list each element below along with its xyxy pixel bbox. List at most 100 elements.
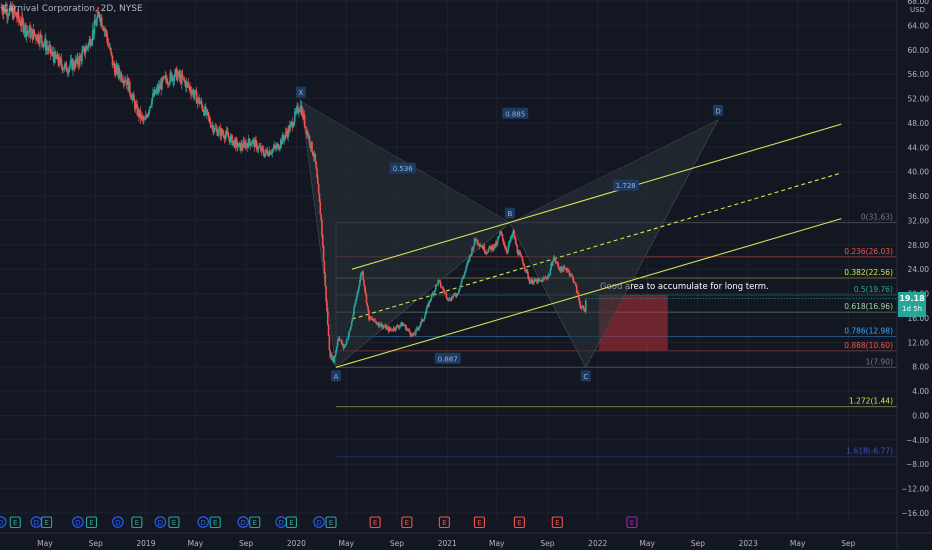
- candle-body: [480, 245, 482, 247]
- x-tick-label: May: [188, 539, 204, 548]
- candle-body: [260, 146, 262, 152]
- candle-body: [401, 323, 404, 327]
- candle-body: [119, 73, 122, 79]
- x-tick-label: May: [790, 539, 806, 548]
- candle-body: [337, 337, 340, 342]
- candle-body: [253, 139, 256, 148]
- candle-body: [496, 239, 499, 245]
- candle-body: [107, 43, 110, 45]
- dividend-marker: [112, 516, 124, 528]
- candle-body: [256, 149, 259, 150]
- candle-body: [161, 78, 163, 90]
- candle-body: [478, 244, 481, 247]
- candle-body: [483, 245, 486, 252]
- candle-body: [303, 114, 305, 119]
- x-tick-label: May: [37, 539, 53, 548]
- candle-body: [355, 296, 358, 301]
- y-tick-label: −12.00: [901, 485, 929, 494]
- candle-body: [477, 243, 480, 245]
- x-tick-label: 2020: [287, 539, 306, 548]
- candle-body: [65, 63, 68, 72]
- candle-body: [40, 35, 43, 42]
- candle-body: [385, 325, 388, 330]
- candle-body: [26, 31, 29, 33]
- earnings-marker: [249, 516, 261, 529]
- candle-body: [63, 64, 66, 69]
- candle-body: [465, 266, 468, 271]
- candle-body: [434, 290, 436, 292]
- candle-body: [322, 245, 325, 262]
- candle-body: [133, 94, 135, 101]
- candle-body: [217, 133, 219, 136]
- candle-body: [455, 295, 458, 297]
- y-tick-label: 12.00: [908, 338, 930, 347]
- x-tick-label: 2021: [438, 539, 457, 548]
- candle-body: [497, 237, 500, 240]
- x-tick-label: Sep: [841, 539, 855, 548]
- candle-body: [342, 344, 345, 349]
- candle-body: [77, 64, 80, 66]
- candle-body: [260, 147, 263, 152]
- candle-body: [59, 57, 62, 60]
- candle-body: [202, 109, 205, 112]
- candle-body: [472, 245, 475, 250]
- candle-body: [545, 277, 547, 279]
- candle-body: [53, 56, 55, 63]
- candle-body: [259, 146, 261, 148]
- candle-body: [195, 91, 198, 104]
- candle-body: [326, 300, 328, 311]
- candle-body: [414, 333, 416, 335]
- candle-body: [564, 268, 566, 269]
- candle-body: [251, 143, 253, 145]
- candle-body: [25, 24, 27, 37]
- candle-body: [378, 322, 380, 326]
- candle-body: [374, 321, 377, 322]
- candle-body: [436, 284, 439, 286]
- candle-body: [439, 282, 442, 287]
- candle-body: [577, 292, 580, 298]
- candle-body: [499, 231, 501, 236]
- candle-body: [219, 127, 222, 137]
- candle-body: [270, 153, 272, 155]
- candle-body: [130, 96, 133, 100]
- candle-body: [415, 328, 418, 330]
- fib-level-label: 1(7.90): [866, 357, 893, 366]
- candle-body: [150, 104, 153, 107]
- candle-body: [82, 48, 84, 52]
- candle-body: [406, 329, 409, 330]
- candle-body: [176, 74, 179, 81]
- candle-body: [149, 106, 152, 108]
- candle-body: [444, 292, 447, 294]
- candle-body: [174, 69, 176, 77]
- candle-body: [536, 279, 538, 284]
- candle-body: [510, 236, 513, 238]
- candle-body: [350, 326, 352, 330]
- candle-body: [118, 67, 120, 75]
- candle-body: [472, 247, 474, 250]
- candle-body: [390, 329, 393, 331]
- y-tick-label: 0.00: [912, 411, 929, 420]
- candle-body: [7, 15, 10, 16]
- candle-body: [424, 314, 426, 319]
- candle-body: [54, 51, 57, 57]
- y-tick-label: 4.00: [912, 387, 929, 396]
- candle-body: [500, 231, 502, 233]
- candle-body: [182, 78, 185, 79]
- candle-body: [500, 232, 503, 235]
- candle-body: [293, 121, 295, 126]
- candle-body: [198, 97, 200, 104]
- candle-body: [317, 177, 319, 185]
- candle-body: [70, 59, 73, 61]
- candle-body: [126, 78, 129, 85]
- candle-body: [486, 252, 489, 253]
- candle-body: [224, 134, 227, 140]
- y-tick-label: 36.00: [908, 192, 930, 201]
- candle-body: [39, 34, 41, 44]
- candle-body: [373, 318, 375, 321]
- candle-body: [360, 272, 363, 275]
- candle-body: [7, 15, 9, 17]
- candle-body: [74, 59, 77, 68]
- y-tick-label: 60.00: [908, 46, 930, 55]
- candle-body: [575, 283, 577, 286]
